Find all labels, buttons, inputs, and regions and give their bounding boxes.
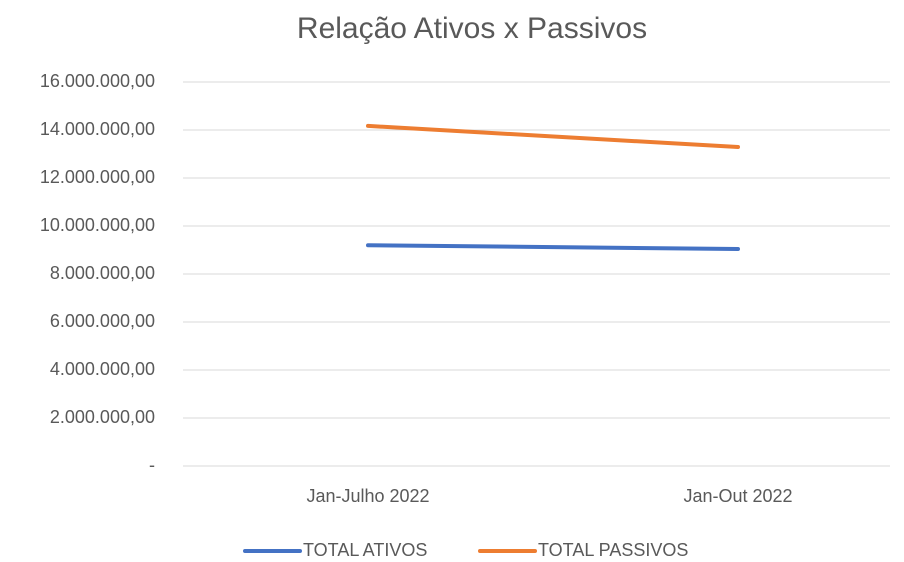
x-tick-label: Jan-Julho 2022 bbox=[306, 486, 429, 506]
y-tick-label: 14.000.000,00 bbox=[40, 119, 155, 139]
series-line bbox=[366, 123, 740, 150]
y-tick-label: - bbox=[149, 455, 155, 475]
y-tick-label: 10.000.000,00 bbox=[40, 215, 155, 235]
legend-label: TOTAL PASSIVOS bbox=[538, 540, 688, 560]
y-tick-label: 8.000.000,00 bbox=[50, 263, 155, 283]
x-tick-label: Jan-Out 2022 bbox=[683, 486, 792, 506]
y-tick-label: 12.000.000,00 bbox=[40, 167, 155, 187]
chart-title: Relação Ativos x Passivos bbox=[297, 12, 647, 45]
y-tick-label: 4.000.000,00 bbox=[50, 359, 155, 379]
legend-label: TOTAL ATIVOS bbox=[303, 540, 427, 560]
series-line bbox=[366, 243, 740, 252]
y-tick-label: 16.000.000,00 bbox=[40, 71, 155, 91]
y-tick-label: 2.000.000,00 bbox=[50, 407, 155, 427]
y-tick-label: 6.000.000,00 bbox=[50, 311, 155, 331]
